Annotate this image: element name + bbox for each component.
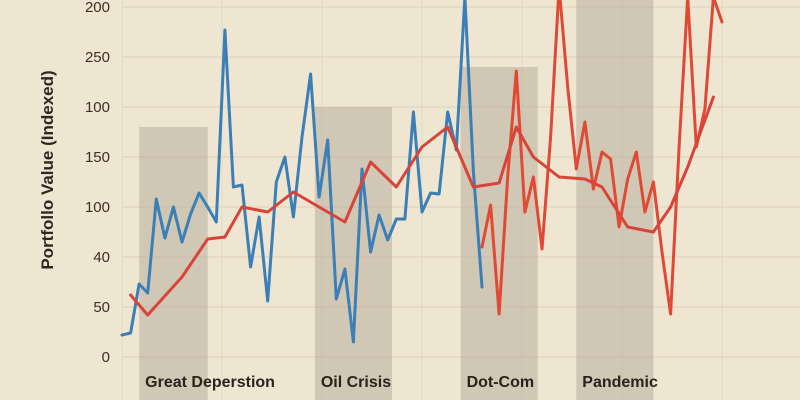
crisis-band xyxy=(460,67,538,400)
y-axis-ticks: 0 50 40 100 150 100 250 200 xyxy=(85,0,110,366)
y-tick-label: 150 xyxy=(85,149,110,166)
y-tick-label: 100 xyxy=(85,99,110,116)
y-axis-title: Portfollo Value (Indexed) xyxy=(38,70,57,269)
y-tick-label: 200 xyxy=(85,0,110,16)
band-label: Pandemic xyxy=(582,374,658,391)
series-line-benchmark xyxy=(480,0,724,316)
band-label: Dot-Com xyxy=(467,374,535,391)
y-tick-label: 50 xyxy=(93,299,110,316)
y-tick-label: 100 xyxy=(85,199,110,216)
band-label: Great Deperstion xyxy=(145,374,275,391)
y-tick-label: 250 xyxy=(85,49,110,66)
y-tick-label: 0 xyxy=(102,349,110,366)
y-tick-label: 40 xyxy=(93,249,110,266)
series-line-trend xyxy=(129,95,715,317)
series-line-portfolio xyxy=(120,0,484,344)
series-lines xyxy=(120,0,724,344)
band-label: Oil Crisis xyxy=(321,374,391,391)
